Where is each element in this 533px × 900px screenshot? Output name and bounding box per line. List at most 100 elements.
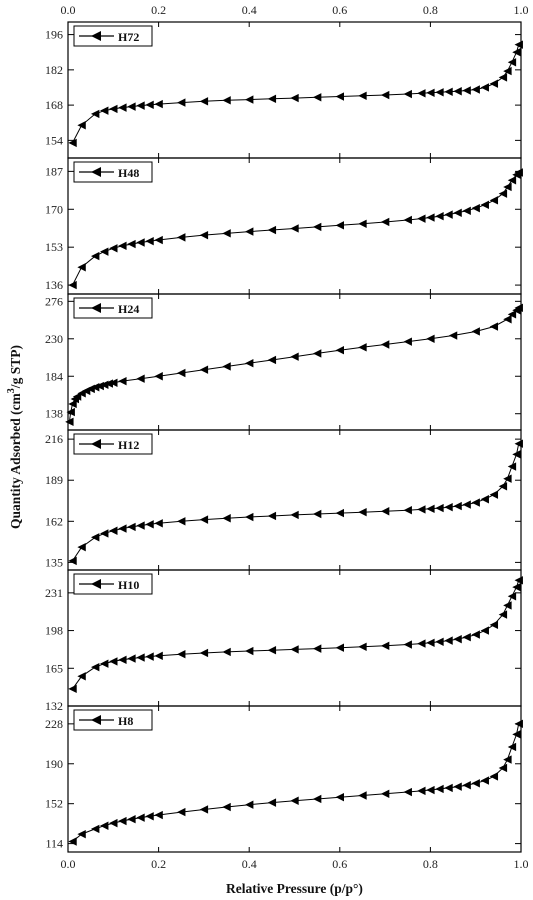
x-tick-label-top: 0.8 — [423, 3, 438, 17]
y-tick-label: 216 — [45, 432, 63, 446]
data-point — [403, 640, 412, 649]
data-point — [503, 474, 512, 483]
data-point — [154, 235, 163, 245]
data-point — [245, 95, 254, 104]
series-line-h12 — [72, 443, 520, 562]
legend-marker — [91, 31, 101, 41]
x-tick-label: 0.8 — [423, 857, 438, 871]
legend-marker — [91, 715, 101, 725]
data-point — [403, 787, 412, 797]
data-point — [417, 214, 426, 223]
data-point — [136, 653, 145, 662]
data-point — [109, 657, 118, 666]
y-tick-label: 231 — [45, 586, 63, 600]
data-point — [127, 102, 136, 111]
data-point — [514, 168, 523, 177]
data-point — [199, 515, 209, 524]
data-point — [444, 210, 453, 219]
panel-frame-h8 — [67, 705, 522, 853]
x-axis-title: Relative Pressure (p/p°) — [226, 881, 363, 896]
data-point — [462, 633, 471, 642]
data-point — [403, 337, 412, 346]
data-point — [100, 106, 109, 115]
data-point — [245, 227, 254, 236]
data-point — [245, 800, 254, 809]
data-point — [417, 786, 426, 796]
data-point — [90, 662, 100, 672]
data-point — [507, 742, 517, 752]
data-point — [145, 236, 154, 246]
data-point — [109, 378, 118, 387]
x-tick-label: 0.4 — [242, 857, 257, 871]
data-point — [507, 462, 517, 471]
data-point — [426, 334, 435, 343]
data-point — [514, 719, 523, 729]
x-tick-label: 0.0 — [61, 857, 76, 871]
data-point — [403, 505, 412, 515]
data-point — [290, 510, 299, 520]
data-point — [426, 88, 435, 97]
data-point — [290, 796, 299, 805]
data-point — [417, 505, 426, 514]
data-point — [109, 244, 118, 253]
data-point — [335, 221, 344, 230]
data-point — [199, 365, 209, 374]
data-point — [498, 610, 508, 619]
data-point — [471, 779, 480, 788]
data-point — [177, 517, 186, 526]
legend-label-h12: H12 — [118, 438, 139, 452]
data-point — [498, 482, 508, 491]
data-point — [462, 86, 471, 95]
data-point — [489, 79, 499, 88]
data-point — [426, 504, 435, 514]
data-point — [177, 98, 186, 107]
data-point — [136, 374, 145, 383]
data-point — [154, 519, 163, 528]
data-point — [100, 659, 109, 668]
data-point — [471, 85, 480, 94]
data-point — [358, 219, 367, 228]
data-point — [498, 189, 508, 198]
data-point — [471, 630, 480, 639]
y-tick-label: 198 — [45, 624, 63, 638]
x-tick-label-top: 1.0 — [514, 3, 529, 17]
y-tick-label: 132 — [45, 699, 63, 713]
data-point — [448, 331, 458, 340]
legend-label-h24: H24 — [118, 302, 139, 316]
data-point — [480, 83, 489, 92]
data-point — [380, 507, 390, 516]
data-point — [127, 815, 136, 824]
data-point — [514, 303, 523, 313]
y-tick-label: 196 — [45, 28, 63, 42]
data-point — [65, 417, 74, 427]
data-point — [489, 620, 499, 630]
data-point — [503, 66, 512, 76]
data-point — [100, 529, 109, 538]
data-point — [177, 368, 186, 378]
data-point — [512, 450, 521, 459]
data-point — [177, 233, 186, 242]
data-point — [312, 93, 322, 102]
data-point — [498, 763, 508, 773]
data-point — [127, 522, 136, 532]
data-point — [109, 526, 118, 535]
data-point — [199, 97, 209, 106]
data-point — [68, 684, 77, 694]
data-point — [245, 512, 254, 522]
data-point — [68, 837, 77, 846]
data-point — [267, 798, 277, 807]
x-tick-label-top: 0.4 — [242, 3, 257, 17]
data-point — [335, 508, 344, 518]
data-point — [245, 646, 254, 656]
data-point — [512, 730, 521, 739]
data-point — [480, 200, 489, 210]
data-point — [512, 48, 521, 57]
legend-label-h48: H48 — [118, 166, 139, 180]
y-tick-label: 182 — [45, 63, 63, 77]
data-point — [267, 94, 277, 104]
data-point — [403, 89, 412, 99]
data-point — [68, 138, 77, 148]
data-point — [514, 439, 523, 448]
data-point — [154, 99, 163, 109]
data-point — [426, 785, 435, 795]
